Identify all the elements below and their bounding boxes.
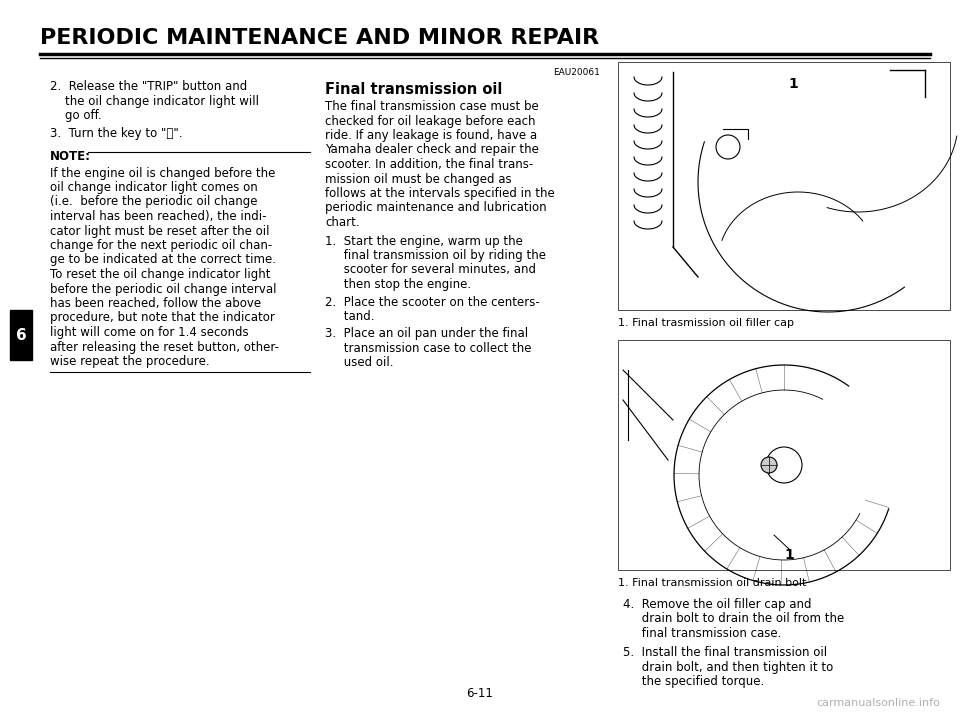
Text: NOTE:: NOTE: xyxy=(50,150,91,163)
Circle shape xyxy=(766,447,802,483)
Text: change for the next periodic oil chan-: change for the next periodic oil chan- xyxy=(50,239,273,252)
Text: has been reached, follow the above: has been reached, follow the above xyxy=(50,297,261,310)
Text: before the periodic oil change interval: before the periodic oil change interval xyxy=(50,282,276,296)
Text: scooter for several minutes, and: scooter for several minutes, and xyxy=(325,264,536,276)
Text: drain bolt, and then tighten it to: drain bolt, and then tighten it to xyxy=(623,661,833,674)
Text: To reset the oil change indicator light: To reset the oil change indicator light xyxy=(50,268,271,281)
FancyBboxPatch shape xyxy=(10,310,32,360)
Text: cator light must be reset after the oil: cator light must be reset after the oil xyxy=(50,225,270,238)
Text: checked for oil leakage before each: checked for oil leakage before each xyxy=(325,114,536,128)
Text: mission oil must be changed as: mission oil must be changed as xyxy=(325,172,512,185)
FancyBboxPatch shape xyxy=(618,62,950,310)
Text: drain bolt to drain the oil from the: drain bolt to drain the oil from the xyxy=(623,612,844,625)
Text: 4.  Remove the oil filler cap and: 4. Remove the oil filler cap and xyxy=(623,598,811,611)
Text: wise repeat the procedure.: wise repeat the procedure. xyxy=(50,355,209,368)
Text: 1: 1 xyxy=(784,548,794,562)
Text: chart.: chart. xyxy=(325,216,360,229)
Text: go off.: go off. xyxy=(50,109,102,122)
Text: 6: 6 xyxy=(15,327,26,342)
Text: EAU20061: EAU20061 xyxy=(553,68,600,77)
Text: then stop the engine.: then stop the engine. xyxy=(325,278,471,291)
Text: final transmission case.: final transmission case. xyxy=(623,627,781,640)
Text: 1. Final transmission oil drain bolt: 1. Final transmission oil drain bolt xyxy=(618,578,806,588)
Text: Final transmission oil: Final transmission oil xyxy=(325,82,502,97)
Text: PERIODIC MAINTENANCE AND MINOR REPAIR: PERIODIC MAINTENANCE AND MINOR REPAIR xyxy=(40,28,599,48)
FancyBboxPatch shape xyxy=(618,340,950,570)
Text: final transmission oil by riding the: final transmission oil by riding the xyxy=(325,249,546,262)
Text: procedure, but note that the indicator: procedure, but note that the indicator xyxy=(50,312,275,325)
Text: transmission case to collect the: transmission case to collect the xyxy=(325,342,532,355)
Text: ge to be indicated at the correct time.: ge to be indicated at the correct time. xyxy=(50,253,276,266)
Text: used oil.: used oil. xyxy=(325,357,394,370)
Text: scooter. In addition, the final trans-: scooter. In addition, the final trans- xyxy=(325,158,533,171)
Text: 2.  Place the scooter on the centers-: 2. Place the scooter on the centers- xyxy=(325,296,540,309)
Text: 6-11: 6-11 xyxy=(467,687,493,700)
Text: The final transmission case must be: The final transmission case must be xyxy=(325,100,539,113)
Text: after releasing the reset button, other-: after releasing the reset button, other- xyxy=(50,340,279,353)
Text: follows at the intervals specified in the: follows at the intervals specified in th… xyxy=(325,187,555,200)
Text: the specified torque.: the specified torque. xyxy=(623,676,764,689)
Circle shape xyxy=(716,135,740,159)
Text: ride. If any leakage is found, have a: ride. If any leakage is found, have a xyxy=(325,129,538,142)
Text: periodic maintenance and lubrication: periodic maintenance and lubrication xyxy=(325,202,546,215)
Text: carmanualsonline.info: carmanualsonline.info xyxy=(816,698,940,708)
Text: (i.e.  before the periodic oil change: (i.e. before the periodic oil change xyxy=(50,195,257,208)
Text: 1.  Start the engine, warm up the: 1. Start the engine, warm up the xyxy=(325,235,523,248)
Text: 1: 1 xyxy=(788,77,798,91)
Text: interval has been reached), the indi-: interval has been reached), the indi- xyxy=(50,210,267,223)
Text: 3.  Place an oil pan under the final: 3. Place an oil pan under the final xyxy=(325,327,528,340)
Text: 1. Final trasmission oil filler cap: 1. Final trasmission oil filler cap xyxy=(618,318,794,328)
Circle shape xyxy=(761,457,777,473)
Text: 3.  Turn the key to "⒧".: 3. Turn the key to "⒧". xyxy=(50,128,182,141)
Text: tand.: tand. xyxy=(325,310,374,323)
Text: Yamaha dealer check and repair the: Yamaha dealer check and repair the xyxy=(325,144,539,157)
Text: oil change indicator light comes on: oil change indicator light comes on xyxy=(50,181,257,194)
Text: 2.  Release the "TRIP" button and: 2. Release the "TRIP" button and xyxy=(50,80,248,93)
Text: If the engine oil is changed before the: If the engine oil is changed before the xyxy=(50,167,276,180)
Text: light will come on for 1.4 seconds: light will come on for 1.4 seconds xyxy=(50,326,249,339)
Text: the oil change indicator light will: the oil change indicator light will xyxy=(50,95,259,108)
Text: 5.  Install the final transmission oil: 5. Install the final transmission oil xyxy=(623,646,828,660)
